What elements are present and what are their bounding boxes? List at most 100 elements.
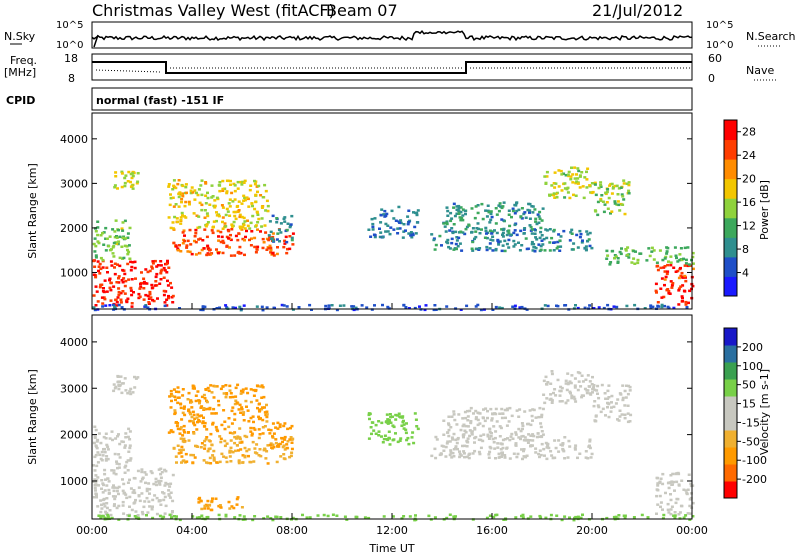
- data-cell: [176, 182, 180, 186]
- data-cell: [275, 217, 279, 220]
- data-cell: [652, 258, 656, 261]
- data-cell: [517, 208, 521, 212]
- data-cell: [143, 471, 147, 474]
- data-cell: [411, 431, 415, 434]
- data-cell: [184, 452, 188, 456]
- data-cell: [177, 249, 181, 252]
- data-cell: [237, 461, 241, 465]
- data-cell: [148, 505, 152, 508]
- data-cell: [112, 489, 116, 493]
- x-tick-label: 16:00: [476, 524, 508, 537]
- data-cell: [187, 408, 191, 411]
- data-cell: [96, 438, 100, 442]
- data-cell: [127, 450, 131, 453]
- data-cell: [221, 227, 225, 230]
- data-cell: [235, 205, 239, 208]
- data-cell: [202, 407, 206, 410]
- data-cell: [559, 385, 563, 389]
- data-cell: [658, 494, 662, 498]
- data-cell: [485, 248, 489, 252]
- data-cell: [500, 407, 504, 411]
- data-cell: [576, 388, 580, 392]
- data-cell: [269, 237, 273, 241]
- data-cell: [423, 308, 427, 312]
- data-cell: [107, 492, 111, 495]
- data-cell: [271, 443, 275, 446]
- data-cell: [261, 237, 265, 241]
- data-cell: [97, 514, 101, 517]
- data-cell: [96, 233, 100, 237]
- data-cell: [225, 306, 229, 309]
- data-cell: [483, 419, 487, 423]
- data-cell: [154, 477, 158, 481]
- data-cell: [538, 210, 542, 214]
- data-cell: [159, 260, 163, 263]
- data-cell: [255, 305, 259, 308]
- data-cell: [553, 186, 557, 189]
- data-cell: [170, 516, 173, 519]
- data-cell: [528, 439, 532, 442]
- data-cell: [211, 231, 215, 235]
- data-cell: [160, 268, 164, 272]
- data-cell: [234, 234, 238, 238]
- data-cell: [388, 443, 392, 446]
- colorbar-swatch: [724, 379, 737, 397]
- data-cell: [407, 232, 411, 235]
- y-tick-label: 4000: [60, 133, 88, 146]
- data-cell: [258, 448, 262, 451]
- data-cell: [220, 204, 224, 207]
- data-cell: [163, 512, 167, 515]
- data-cell: [123, 284, 127, 288]
- cpid-value: normal (fast) -151 IF: [96, 94, 224, 107]
- data-cell: [117, 290, 121, 294]
- data-cell: [200, 414, 203, 417]
- data-cell: [464, 424, 468, 428]
- data-cell: [501, 446, 505, 450]
- data-cell: [569, 178, 573, 181]
- data-cell: [687, 263, 691, 266]
- data-cell: [666, 270, 670, 273]
- data-cell: [100, 459, 104, 462]
- data-cell: [622, 179, 626, 182]
- data-cell: [586, 457, 590, 460]
- data-cell: [268, 432, 272, 435]
- data-cell: [388, 420, 392, 423]
- data-cell: [486, 433, 490, 437]
- station-title: Christmas Valley West (fitACF): [92, 1, 335, 20]
- data-cell: [259, 417, 262, 420]
- data-cell: [326, 514, 330, 518]
- data-cell: [457, 413, 461, 416]
- data-cell: [207, 253, 211, 256]
- data-cell: [335, 308, 339, 312]
- data-cell: [170, 394, 174, 398]
- data-cell: [537, 452, 541, 456]
- data-cell: [496, 442, 500, 445]
- data-cell: [680, 479, 684, 482]
- data-cell: [660, 277, 664, 280]
- data-cell: [97, 265, 101, 268]
- data-cell: [538, 217, 542, 221]
- data-cell: [456, 447, 459, 451]
- data-cell: [252, 460, 256, 463]
- data-cell: [543, 454, 546, 457]
- data-cell: [616, 193, 620, 196]
- data-cell: [517, 241, 520, 244]
- data-cell: [597, 405, 601, 409]
- data-cell: [531, 211, 535, 214]
- data-cell: [233, 198, 237, 201]
- data-cell: [107, 488, 111, 492]
- data-cell: [108, 277, 112, 280]
- data-cell: [651, 305, 655, 309]
- data-cell: [687, 301, 690, 305]
- data-cell: [579, 385, 583, 388]
- data-cell: [502, 219, 506, 222]
- data-cell: [373, 233, 377, 237]
- data-cell: [195, 428, 199, 431]
- data-cell: [452, 223, 456, 226]
- y-tick-label: 3000: [60, 382, 88, 395]
- data-cell: [128, 446, 132, 450]
- data-cell: [276, 232, 280, 235]
- data-cell: [394, 219, 398, 222]
- data-cell: [191, 384, 195, 387]
- data-cell: [238, 305, 242, 309]
